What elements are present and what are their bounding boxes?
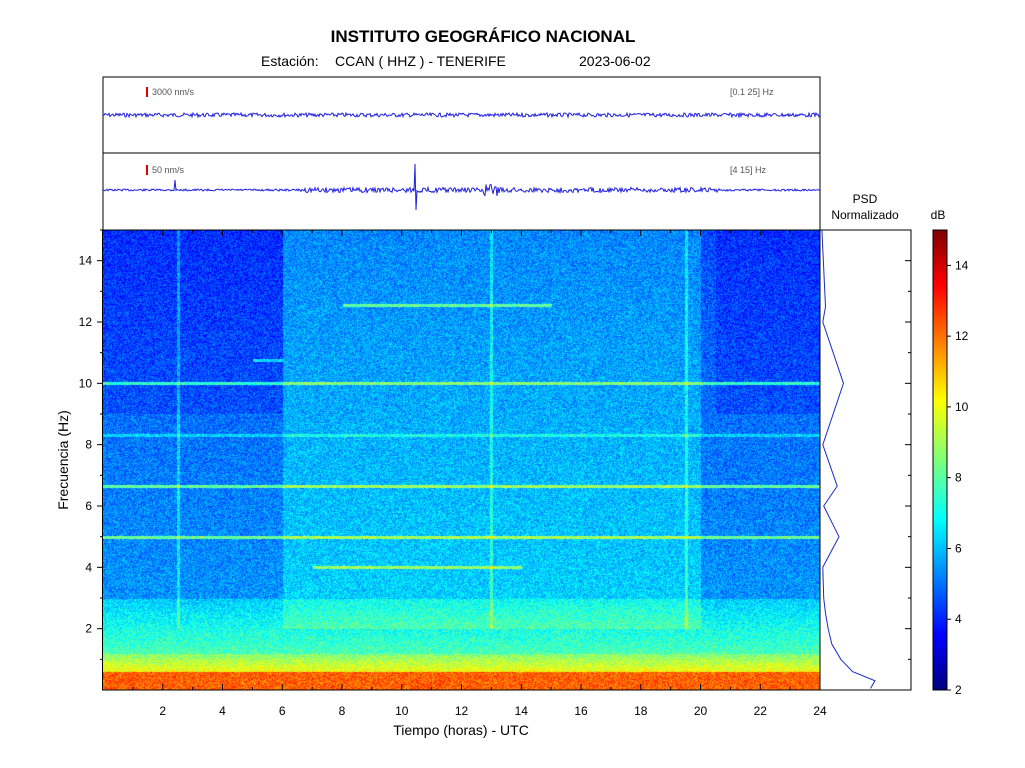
x-tick-label: 22 xyxy=(754,704,768,718)
colorbar-tick-label: 4 xyxy=(955,612,962,626)
trace-1-band: [0.1 25] Hz xyxy=(730,87,774,97)
colorbar-tick-label: 2 xyxy=(955,683,962,697)
y-tick-label: 14 xyxy=(79,254,93,268)
colorbar-unit: dB xyxy=(931,208,946,222)
seismogram-panel-broadband: 3000 nm/s [0.1 25] Hz xyxy=(102,76,821,154)
colorbar-tick-label: 10 xyxy=(955,400,969,414)
colorbar-ticks: 2 4 6 8 10 12 14 xyxy=(947,258,969,697)
y-tick-label: 6 xyxy=(85,499,92,513)
x-tick-label: 2 xyxy=(159,704,166,718)
y-tick-label: 12 xyxy=(79,315,93,329)
x-tick-label: 12 xyxy=(455,704,469,718)
psd-title: PSD xyxy=(853,192,878,206)
y-tick-label: 2 xyxy=(85,622,92,636)
x-tick-label: 8 xyxy=(339,704,346,718)
x-tick-label: 4 xyxy=(219,704,226,718)
colorbar-tick-label: 8 xyxy=(955,471,962,485)
trace-2-scale: 50 nm/s xyxy=(152,165,185,175)
colorbar-tick-label: 12 xyxy=(955,329,969,343)
trace-2-waveform xyxy=(102,163,821,211)
colorbar: dB 2 4 6 8 10 12 14 xyxy=(931,208,969,697)
trace-2-band: [4 15] Hz xyxy=(730,165,767,175)
psd-curve xyxy=(821,229,876,689)
x-axis-label: Tiempo (horas) - UTC xyxy=(393,722,529,738)
y-tick-label: 8 xyxy=(85,438,92,452)
figure-title: INSTITUTO GEOGRÁFICO NACIONAL xyxy=(331,27,636,46)
psd-subtitle: Normalizado xyxy=(831,208,899,222)
x-tick-label: 16 xyxy=(574,704,588,718)
y-axis-label: Frecuencia (Hz) xyxy=(55,410,71,510)
colorbar-tick-label: 14 xyxy=(955,258,969,272)
x-axis-ticks: 2 4 6 8 10 12 14 16 18 20 22 24 xyxy=(132,230,827,718)
colorbar-gradient xyxy=(932,229,948,691)
x-tick-label: 14 xyxy=(515,704,529,718)
scale-bar-2 xyxy=(146,165,148,175)
x-tick-label: 10 xyxy=(395,704,409,718)
y-tick-label: 4 xyxy=(85,560,92,574)
colorbar-tick-label: 6 xyxy=(955,541,962,555)
seismogram-panel-filtered: 50 nm/s [4 15] Hz xyxy=(102,152,821,231)
x-tick-label: 6 xyxy=(279,704,286,718)
y-tick-label: 10 xyxy=(79,376,93,390)
date-label: 2023-06-02 xyxy=(579,53,651,69)
y-axis-ticks: 2 4 6 8 10 12 14 xyxy=(79,229,103,660)
trace-1-waveform xyxy=(102,111,821,119)
x-tick-label: 20 xyxy=(694,704,708,718)
trace-1-scale: 3000 nm/s xyxy=(152,87,195,97)
scale-bar-1 xyxy=(146,87,148,97)
station-name: CCAN ( HHZ ) - TENERIFE xyxy=(335,53,506,69)
x-tick-label: 18 xyxy=(634,704,648,718)
psd-panel: PSD Normalizado xyxy=(819,192,912,691)
psd-ticks xyxy=(905,229,911,660)
spectrogram-canvas xyxy=(103,230,820,690)
station-label: Estación: xyxy=(261,53,319,69)
x-tick-label: 24 xyxy=(813,704,827,718)
